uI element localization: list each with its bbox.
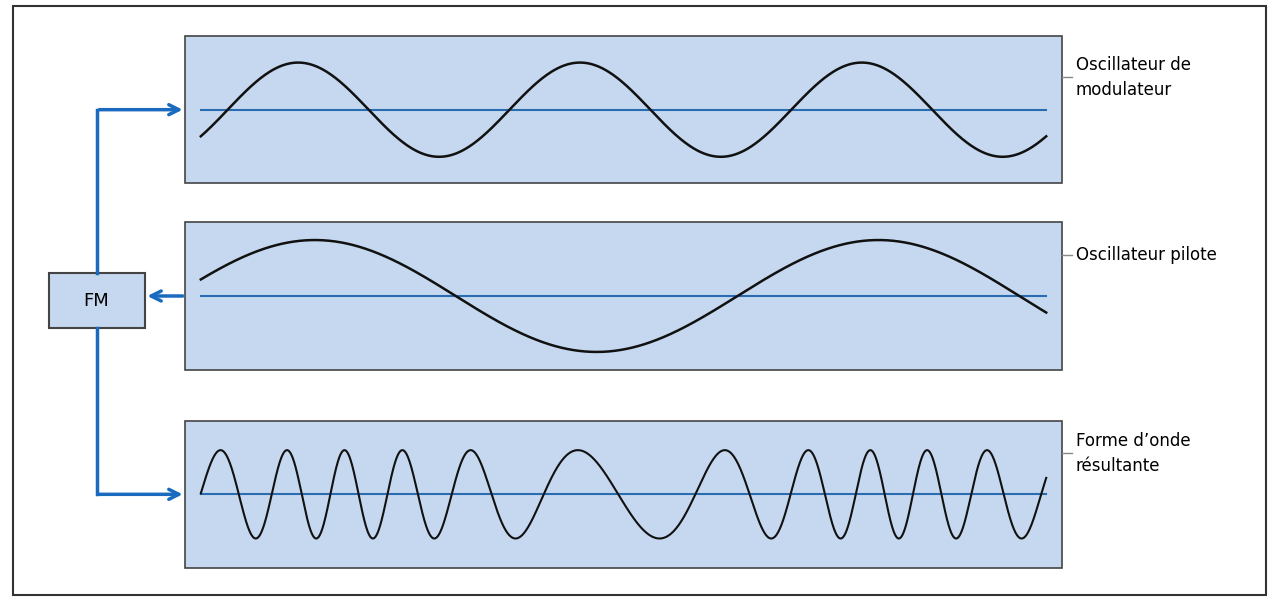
Bar xyxy=(185,36,1062,183)
Text: Oscillateur pilote: Oscillateur pilote xyxy=(1076,246,1216,264)
Bar xyxy=(185,222,1062,370)
Text: FM: FM xyxy=(83,291,110,310)
Text: Forme d’onde
résultante: Forme d’onde résultante xyxy=(1076,432,1191,475)
Bar xyxy=(49,273,145,328)
Bar xyxy=(185,421,1062,568)
Text: Oscillateur de
modulateur: Oscillateur de modulateur xyxy=(1076,56,1191,99)
